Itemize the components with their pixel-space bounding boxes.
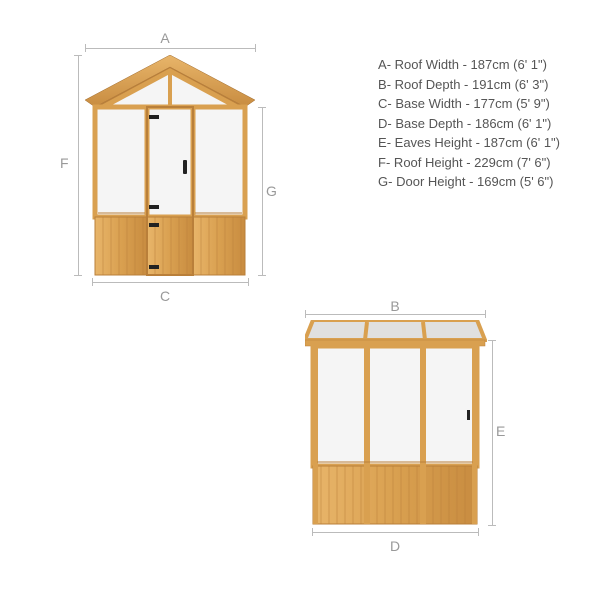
legend-row: B- Roof Depth - 191cm (6' 3") [378, 75, 560, 95]
dim-tick [305, 310, 306, 318]
dim-label-e: E [496, 423, 505, 439]
dim-tick [485, 310, 486, 318]
dim-line-b [305, 314, 485, 315]
dim-label-a: A [160, 30, 169, 46]
dimensions-legend: A- Roof Width - 187cm (6' 1")B- Roof Dep… [378, 55, 560, 192]
legend-row: E- Eaves Height - 187cm (6' 1") [378, 133, 560, 153]
dim-tick [488, 525, 496, 526]
dim-tick [74, 275, 82, 276]
shed-side-view [305, 320, 487, 532]
dim-line-d [312, 532, 478, 533]
dim-tick [74, 55, 82, 56]
dim-label-f: F [60, 155, 69, 171]
dim-line-a [85, 48, 255, 49]
dim-label-b: B [390, 298, 399, 314]
dim-label-g: G [266, 183, 277, 199]
legend-row: G- Door Height - 169cm (5' 6") [378, 172, 560, 192]
legend-row: D- Base Depth - 186cm (6' 1") [378, 114, 560, 134]
dim-tick [85, 44, 86, 52]
dim-tick [258, 107, 266, 108]
dim-line-f [78, 55, 79, 275]
dim-tick [255, 44, 256, 52]
dim-line-g [262, 107, 263, 275]
dim-line-c [92, 282, 248, 283]
legend-row: F- Roof Height - 229cm (7' 6") [378, 153, 560, 173]
dim-tick [488, 340, 496, 341]
dim-label-c: C [160, 288, 170, 304]
shed-front-view [85, 55, 255, 282]
legend-row: A- Roof Width - 187cm (6' 1") [378, 55, 560, 75]
legend-row: C- Base Width - 177cm (5' 9") [378, 94, 560, 114]
dim-label-d: D [390, 538, 400, 554]
dim-line-e [492, 340, 493, 525]
dim-tick [258, 275, 266, 276]
